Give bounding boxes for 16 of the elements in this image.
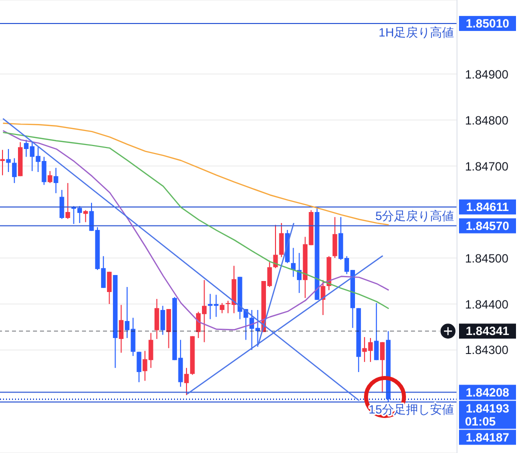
text: 1.84208	[466, 385, 510, 400]
y-tick-label: 1.84700	[465, 159, 509, 174]
ref-line-label: 5分足戻り高値	[375, 208, 454, 223]
y-tick-label: 1.84800	[465, 113, 509, 128]
text: 1.84193	[466, 401, 510, 416]
text: 1.84611	[466, 200, 510, 214]
y-tick-label: 1.84300	[465, 343, 509, 358]
y-tick-label: 1.84400	[465, 297, 509, 312]
text: 01:05	[465, 414, 496, 428]
text: 1.85010	[466, 16, 510, 30]
text: 1.84187	[466, 430, 510, 444]
text: 1.84570	[466, 218, 510, 233]
y-tick-label: 1.84500	[465, 251, 509, 266]
y-tick-label: 1.84900	[465, 67, 509, 82]
ref-line-label: 1H足戻り高値	[378, 25, 454, 40]
text: 1.84341	[466, 324, 510, 338]
